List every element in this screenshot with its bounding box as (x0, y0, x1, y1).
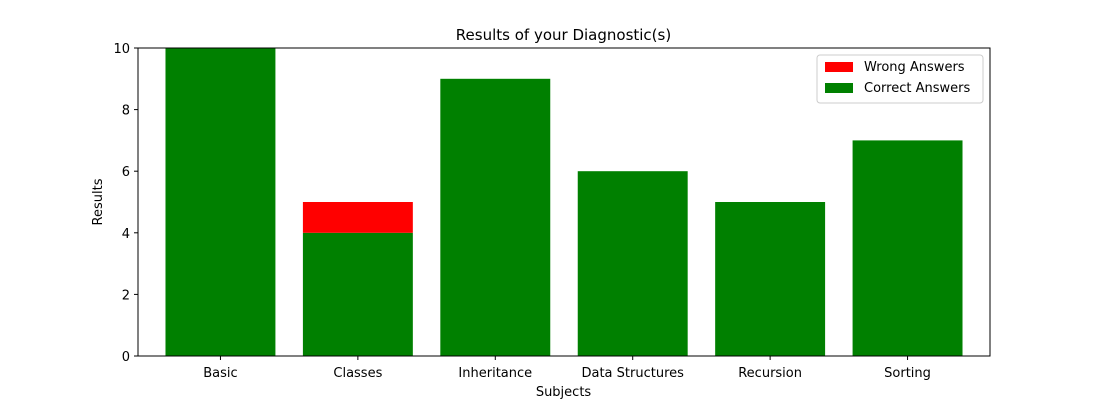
x-tick-label: Recursion (738, 366, 802, 381)
x-tick-label: Basic (203, 366, 237, 381)
y-tick-label: 10 (113, 42, 130, 57)
legend-label-correct: Correct Answers (864, 81, 970, 96)
x-tick-label: Sorting (884, 366, 931, 381)
y-axis-label: Results (91, 178, 106, 225)
bar-correct-answers (715, 202, 826, 356)
legend-swatch-correct (825, 83, 853, 93)
y-tick-label: 6 (122, 165, 130, 180)
y-tick-label: 4 (122, 227, 130, 242)
bar-correct-answers (852, 140, 963, 356)
bar-wrong-answers (302, 202, 413, 233)
y-tick-label: 2 (122, 288, 130, 303)
legend-frame (816, 54, 984, 104)
legend-swatch-wrong (825, 62, 853, 72)
bar-correct-answers (440, 78, 551, 357)
plot-area-frame (137, 47, 991, 357)
x-axis-label: Subjects (536, 385, 592, 400)
y-tick-label: 0 (122, 350, 130, 365)
x-tick-label: Data Structures (581, 366, 684, 381)
bar-correct-answers (577, 171, 688, 356)
legend: Wrong Answers Correct Answers (816, 54, 984, 104)
bar-correct-answers (165, 48, 276, 356)
bar-correct-answers (302, 232, 413, 356)
chart-title: Results of your Diagnostic(s) (456, 26, 671, 44)
x-tick-label: Inheritance (458, 366, 532, 381)
bars (165, 48, 963, 357)
y-axis-ticks: 0 2 4 6 8 10 (113, 42, 138, 365)
x-axis-ticks: Basic Classes Inheritance Data Structures Re… (203, 356, 931, 381)
y-tick-label: 8 (122, 104, 130, 119)
x-tick-label: Classes (333, 366, 382, 381)
legend-label-wrong: Wrong Answers (864, 60, 965, 75)
